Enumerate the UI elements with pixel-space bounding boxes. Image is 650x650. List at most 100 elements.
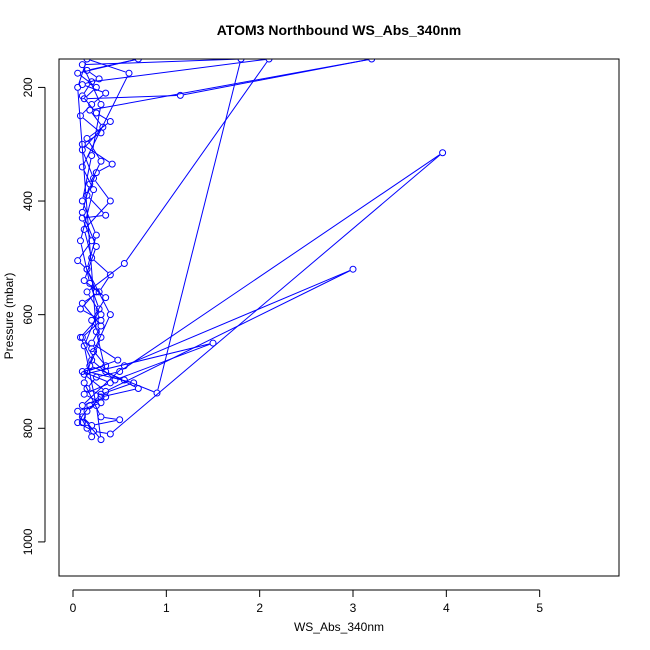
series-0-segment-63 [86,376,104,390]
series-0-segment-54 [112,154,441,433]
series-0-point-78 [97,157,105,165]
series-0-point-101 [88,421,96,429]
series-0-segment-109 [83,169,93,187]
series-0-point-14 [74,257,82,265]
series-0-point-103 [97,436,105,444]
series-0-point-97 [90,348,98,356]
series-0-segment-73 [83,84,91,94]
series-0-point-71 [120,260,128,268]
series-0-segment-107 [80,244,90,281]
series-0-segment-18 [87,175,96,193]
series-0-point-109 [90,186,98,194]
series-0-point-119 [78,419,86,427]
x-tick-label-1: 1 [163,601,170,615]
series-0-point-85 [97,333,105,341]
series-0-point-107 [86,279,94,287]
series-0-point-77 [83,135,91,143]
series-0-point-2 [74,407,82,415]
series-0-point-69 [97,311,105,319]
series-0-segment-116 [104,388,136,397]
series-0-point-25 [102,89,110,97]
series-0-point-11 [76,305,84,313]
series-0-point-29 [134,59,142,63]
series-0-point-110 [78,163,86,171]
series-0-point-72 [265,59,273,63]
series-0-segment-96 [94,317,110,349]
series-0-segment-88 [157,62,241,390]
series-0-segment-71 [125,61,268,261]
series-0-point-45 [97,322,105,330]
series-0-segment-46 [94,344,116,359]
y-tick-label-3: 800 [21,418,35,438]
series-0-point-10 [97,316,105,324]
series-0-point-60 [78,402,86,410]
series-0-segment-68 [82,316,100,336]
series-0-point-113 [74,83,82,91]
series-0-segment-8 [84,339,90,347]
series-0-segment-103 [96,408,102,437]
series-0-point-58 [83,385,91,393]
series-0-segment-113 [77,90,97,329]
series-0-segment-110 [83,76,128,165]
series-0-point-116 [134,385,142,393]
series-0-segment-38 [95,180,109,199]
series-0-point-112 [83,59,91,63]
series-0-segment-76 [89,123,108,137]
series-0-point-94 [92,231,100,239]
y-axis-label: Pressure (mbar) [2,273,16,360]
series-0-point-34 [368,59,376,63]
series-0-segment-27 [89,71,97,78]
series-0-point-90 [78,61,86,69]
series-0-point-43 [95,288,103,296]
series-0-segment-61 [127,270,350,365]
series-0-point-33 [176,91,184,99]
series-0-point-100 [116,416,124,424]
series-0-segment-34 [93,59,369,110]
series-0-point-37 [78,146,86,154]
series-0-point-31 [92,83,100,91]
y-tick-label-1: 400 [21,191,35,211]
series-0-point-99 [97,413,105,421]
series-0-segment-106 [90,286,99,306]
series-0-segment-77 [88,141,100,159]
series-0-segment-37 [83,152,93,176]
series-0-segment-104 [84,349,97,403]
x-tick-label-5: 5 [536,601,543,615]
series-0-segment-105 [85,312,99,343]
series-0-segment-89 [85,59,238,66]
series-0-point-4 [80,390,88,398]
series-0-point-64 [80,370,88,378]
series-0-point-41 [88,254,96,262]
series-0-point-42 [106,271,114,279]
series-0-segment-13 [79,262,85,268]
series-0-point-118 [83,407,91,415]
series-0-point-35 [86,106,94,114]
series-0-point-111 [125,69,133,77]
series-0-point-74 [78,92,86,100]
series-0-point-82 [80,277,88,285]
series-0-point-19 [92,169,100,177]
series-0-point-80 [78,208,86,216]
series-0-point-38 [90,174,98,182]
series-0-point-117 [97,393,105,401]
series-0-point-66 [111,376,119,384]
series-0-segment-85 [90,340,101,363]
series-0-point-106 [95,305,103,313]
series-0-point-40 [80,225,88,233]
series-0-point-9 [78,333,86,341]
series-0-point-62 [349,265,357,273]
series-0-point-55 [439,149,447,157]
series-0-point-61 [120,362,128,370]
series-0-segment-20 [84,145,110,163]
series-0-segment-114 [96,334,106,369]
series-0-point-20 [108,160,116,168]
series-0-segment-53 [96,431,107,434]
series-0-point-84 [88,316,96,324]
series-0-segment-42 [100,277,109,290]
series-0-point-81 [92,242,100,250]
series-0-segment-72 [95,59,266,82]
series-0-point-56 [116,367,124,375]
series-0-point-76 [106,117,114,125]
series-layer [74,59,447,444]
